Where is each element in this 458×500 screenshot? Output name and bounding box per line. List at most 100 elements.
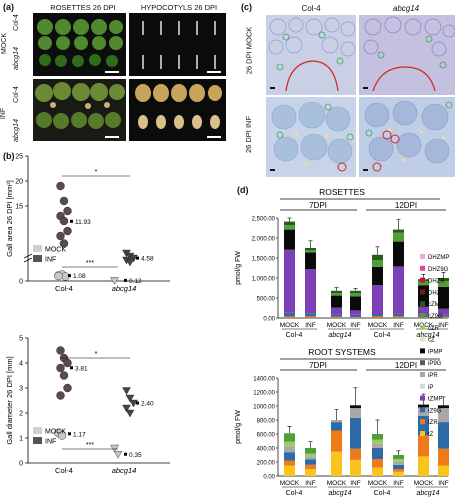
d-bar-segment-0-3-cZMP <box>350 290 361 294</box>
panel-a-group-mock: MOCK <box>1 33 8 54</box>
d-legend-swatch-tZMP <box>420 395 425 401</box>
d-ytick-label-1-1: 200.00 <box>257 460 276 466</box>
rosettes-mock-photo <box>33 13 126 76</box>
d-ytick-label-0-5: 2,500.00 <box>252 216 276 222</box>
b-point-1-0-1 <box>57 431 67 440</box>
b-legend-swatch-mock-1 <box>33 427 42 434</box>
d-legend-label-cZMP: cZMP <box>428 302 444 308</box>
d-legend-swatch-DHZMP <box>420 254 425 259</box>
b-legend-swatch-inf-0 <box>33 255 42 262</box>
d-bar-segment-1-7-iPR <box>438 408 449 423</box>
b-mean-label-1-2: 0.35 <box>129 452 142 459</box>
b-sig-star2-1: *** <box>86 442 94 449</box>
d-legend-label-cZR: cZR <box>428 326 440 332</box>
d-ytick-label-0-4: 2,000.00 <box>252 236 276 242</box>
b-point-0-3-4 <box>125 258 135 267</box>
b-ylabel-0: Gall area 26 DPI [mm²] <box>5 180 14 257</box>
micrograph-abcg14-inf-drawing <box>363 100 453 172</box>
d-bar-segment-1-0-tZR <box>284 460 295 466</box>
d-bar-segment-1-4-tZ <box>372 467 383 476</box>
d-legend-label-tZ: tZ <box>428 432 434 438</box>
b-ytick-label-1-5: 5 <box>19 336 23 343</box>
panel-d-label: (d) <box>237 185 249 195</box>
d-bar-segment-0-2-tZR <box>331 316 342 318</box>
d-bar-segment-0-0-tZ9G <box>284 312 295 317</box>
d-bar-segment-0-6-cZ9G <box>418 281 429 286</box>
b-point-1-3-0 <box>122 387 131 395</box>
d-bar-segment-1-4-tZR <box>372 459 383 468</box>
b-mean-label-0-1: 11.93 <box>75 219 91 226</box>
b-legend-mock-1: MOCK <box>45 429 66 436</box>
b-mean-marker-1-1 <box>70 366 73 370</box>
d-legend-swatch-tZ <box>420 431 425 436</box>
d-bar-segment-1-5-cZR <box>393 459 404 462</box>
b-point-1-1-0 <box>56 346 65 355</box>
d-category-1-5: INF <box>393 480 404 487</box>
d-bar-segment-1-2-tZR <box>331 430 342 452</box>
d-category-1-6: MOCK <box>414 480 434 487</box>
panel-c-label: (c) <box>241 2 252 12</box>
d-legend-swatch-iP <box>420 383 425 389</box>
b-point-1-1-4 <box>59 371 69 380</box>
d-bar-segment-0-4-cZ9G <box>372 260 383 267</box>
d-bar-segment-1-1-tZ9G <box>305 459 316 465</box>
b-mean-marker-1-2 <box>124 452 127 456</box>
d-bar-segment-0-2-tZ9G <box>331 314 342 317</box>
d-bar-segment-1-4-tZ9G <box>372 448 383 460</box>
d-bar-segment-0-1-tZ9G <box>305 313 316 317</box>
b-point-0-1-6 <box>56 231 65 241</box>
d-bar-segment-0-1-cZ9G <box>305 250 316 253</box>
panel-c-col-title-2: abcg14 <box>392 4 420 13</box>
d-bar-segment-1-0-cZR <box>284 441 295 447</box>
d-legend-label-tZ9G: tZ9G <box>428 408 442 414</box>
d-genotype-0-2: Col-4 <box>374 332 391 339</box>
d-bar-segment-0-0-tZR <box>284 316 295 318</box>
b-ylabel-1: Gall diameter 26 DPI [mm] <box>5 356 14 444</box>
d-category-0-4: MOCK <box>368 322 388 329</box>
d-bar-segment-0-7-cZMP <box>438 278 449 282</box>
d-bar-segment-0-4-cZMP <box>372 254 383 260</box>
b-category-0-1: abcg14 <box>112 284 137 293</box>
d-legend-label-iPR: iPR <box>428 373 438 379</box>
d-bar-segment-0-7-iPMP <box>438 286 449 309</box>
d-bar-segment-1-2-tZ <box>331 451 342 476</box>
d-group-7dpi-0: 7DPI <box>309 201 327 210</box>
b-category-1-0: Col-4 <box>55 466 73 475</box>
d-category-1-1: INF <box>305 480 316 487</box>
d-title-0: ROSETTES <box>319 187 365 197</box>
d-group-12dpi-0: 12DPI <box>395 201 417 210</box>
d-bar-segment-1-6-tZ9G <box>418 415 429 436</box>
d-legend-label-DHZ: DHZ <box>428 290 441 296</box>
b-ytick-label-1-4: 4 <box>19 361 23 368</box>
d-bar-segment-1-0-tZ <box>284 465 295 476</box>
d-ytick-label-1-0: 0.00 <box>263 474 275 480</box>
d-bar-segment-1-4-iPR <box>372 443 383 448</box>
b-mean-label-1-3: 2.40 <box>141 401 154 408</box>
d-legend-label-cZ: cZ <box>428 338 435 344</box>
panel-c-row-inf: 26 DPI INF <box>244 115 254 154</box>
micrograph-abcg14-inf <box>359 97 455 177</box>
d-bar-segment-1-7-tZ <box>438 465 449 476</box>
d-legend-swatch-cZMP <box>420 301 425 307</box>
d-bar-segment-0-5-tZ9G <box>393 313 404 317</box>
d-bar-segment-0-1-tZR <box>305 316 316 318</box>
micrograph-col4-mock <box>266 15 356 95</box>
d-ytick-label-1-7: 1400.00 <box>253 376 275 382</box>
d-bar-segment-1-4-cZ9G <box>372 434 383 440</box>
b-legend-inf-1: INF <box>45 439 56 446</box>
b-ytick-label-0-3: 15 <box>15 204 23 211</box>
d-bar-segment-0-6-iPMP <box>418 285 429 307</box>
d-genotype-0-1: abcg14 <box>329 332 352 339</box>
panel-a-row-abcg14-mock: abcg14 <box>12 47 20 70</box>
d-bar-segment-1-7-tZ9G <box>438 422 449 449</box>
b-category-0-0: Col-4 <box>55 284 73 293</box>
d-ytick-label-1-4: 800.00 <box>257 418 276 424</box>
d-bar-segment-0-3-tZR <box>350 317 361 318</box>
d-bar-segment-0-0-cZ9G <box>284 225 295 230</box>
d-bar-segment-1-1-iPR <box>305 456 316 460</box>
b-point-1-3-4 <box>125 409 135 418</box>
panel-d-charts: ROSETTES 7DPI 12DPI 0.00 500.00 1,000.00 1,500… <box>235 187 449 497</box>
d-group-12dpi-1: 12DPI <box>395 361 417 370</box>
d-bar-segment-0-4-tZ9G <box>372 314 383 317</box>
b-legend-swatch-mock-0 <box>33 245 42 252</box>
